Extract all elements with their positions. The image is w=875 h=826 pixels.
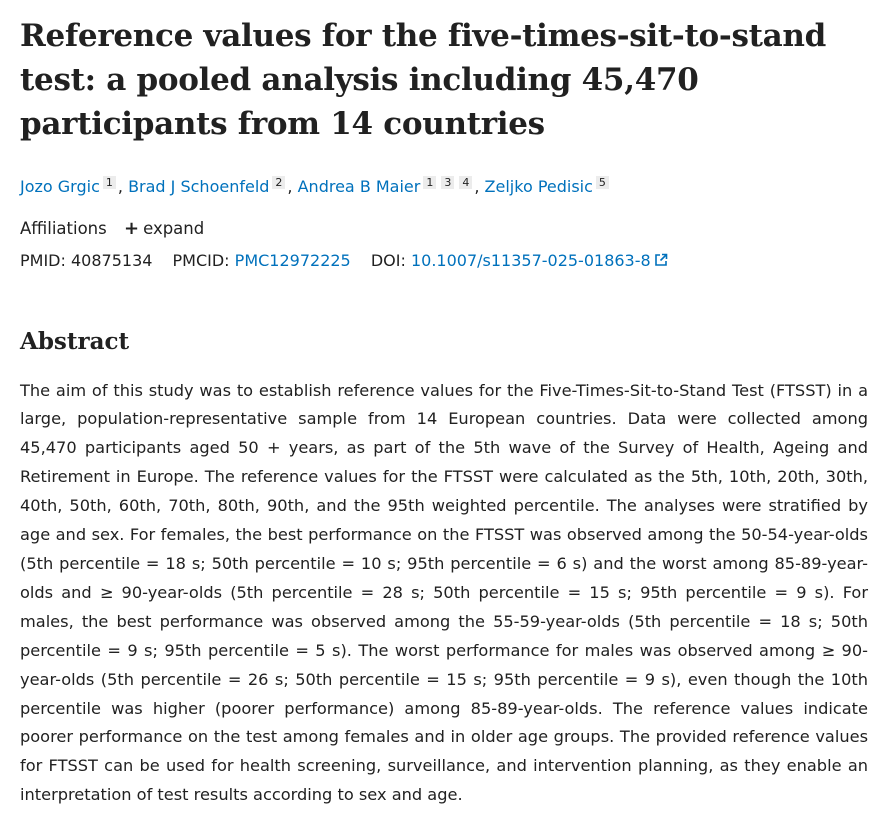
affiliation-ref[interactable]: 5 bbox=[595, 175, 609, 189]
author-link-maier[interactable]: Andrea B Maier bbox=[297, 177, 421, 196]
affiliation-ref[interactable]: 1 bbox=[423, 175, 437, 189]
article-title: Reference values for the five-times-sit-… bbox=[20, 18, 827, 142]
abstract-heading: Abstract bbox=[20, 327, 130, 355]
affiliations-expand-button[interactable]: + expand bbox=[124, 217, 204, 241]
doi-label: DOI: bbox=[370, 251, 406, 270]
affiliations-label: Affiliations bbox=[20, 219, 107, 238]
pmcid-link[interactable]: PMC12972225 bbox=[234, 251, 351, 270]
doi-link[interactable]: 10.1007/s11357-025-01863-8 bbox=[411, 251, 668, 270]
article-page: Reference values for the five-times-sit-… bbox=[20, 0, 868, 826]
identifiers-row: PMID: 40875134 PMCID: PMC12972225 DOI: 1… bbox=[20, 249, 865, 274]
affiliation-ref[interactable]: 3 bbox=[441, 175, 455, 189]
author-list: Jozo Grgic 1, Brad J Schoenfeld 2, Andrea … bbox=[20, 175, 865, 199]
author-separator: , bbox=[117, 177, 123, 196]
author-separator: , bbox=[287, 177, 293, 196]
pmcid-label: PMCID: bbox=[172, 251, 230, 270]
pmid-group: PMID: 40875134 bbox=[20, 249, 152, 273]
pmcid-group: PMCID: PMC12972225 bbox=[173, 249, 351, 273]
abstract-text: The aim of this study was to establish r… bbox=[20, 380, 868, 805]
external-link-icon bbox=[654, 250, 668, 274]
pmid-label: PMID: bbox=[20, 251, 66, 270]
author-link-grgic[interactable]: Jozo Grgic bbox=[20, 177, 100, 196]
pmid-value: 40875134 bbox=[70, 251, 153, 270]
affiliation-ref[interactable]: 2 bbox=[272, 175, 286, 189]
plus-icon: + bbox=[123, 218, 140, 239]
author-link-schoenfeld[interactable]: Brad J Schoenfeld bbox=[128, 177, 270, 196]
affiliation-ref[interactable]: 1 bbox=[102, 175, 116, 189]
author-link-pedisic[interactable]: Zeljko Pedisic bbox=[484, 177, 593, 196]
affiliation-ref[interactable]: 4 bbox=[459, 175, 473, 189]
doi-value: 10.1007/s11357-025-01863-8 bbox=[410, 251, 651, 270]
doi-group: DOI: 10.1007/s11357-025-01863-8 bbox=[371, 249, 668, 274]
author-separator: , bbox=[474, 177, 480, 196]
expand-label: expand bbox=[143, 219, 205, 238]
affiliations-row: Affiliations + expand bbox=[20, 217, 865, 241]
